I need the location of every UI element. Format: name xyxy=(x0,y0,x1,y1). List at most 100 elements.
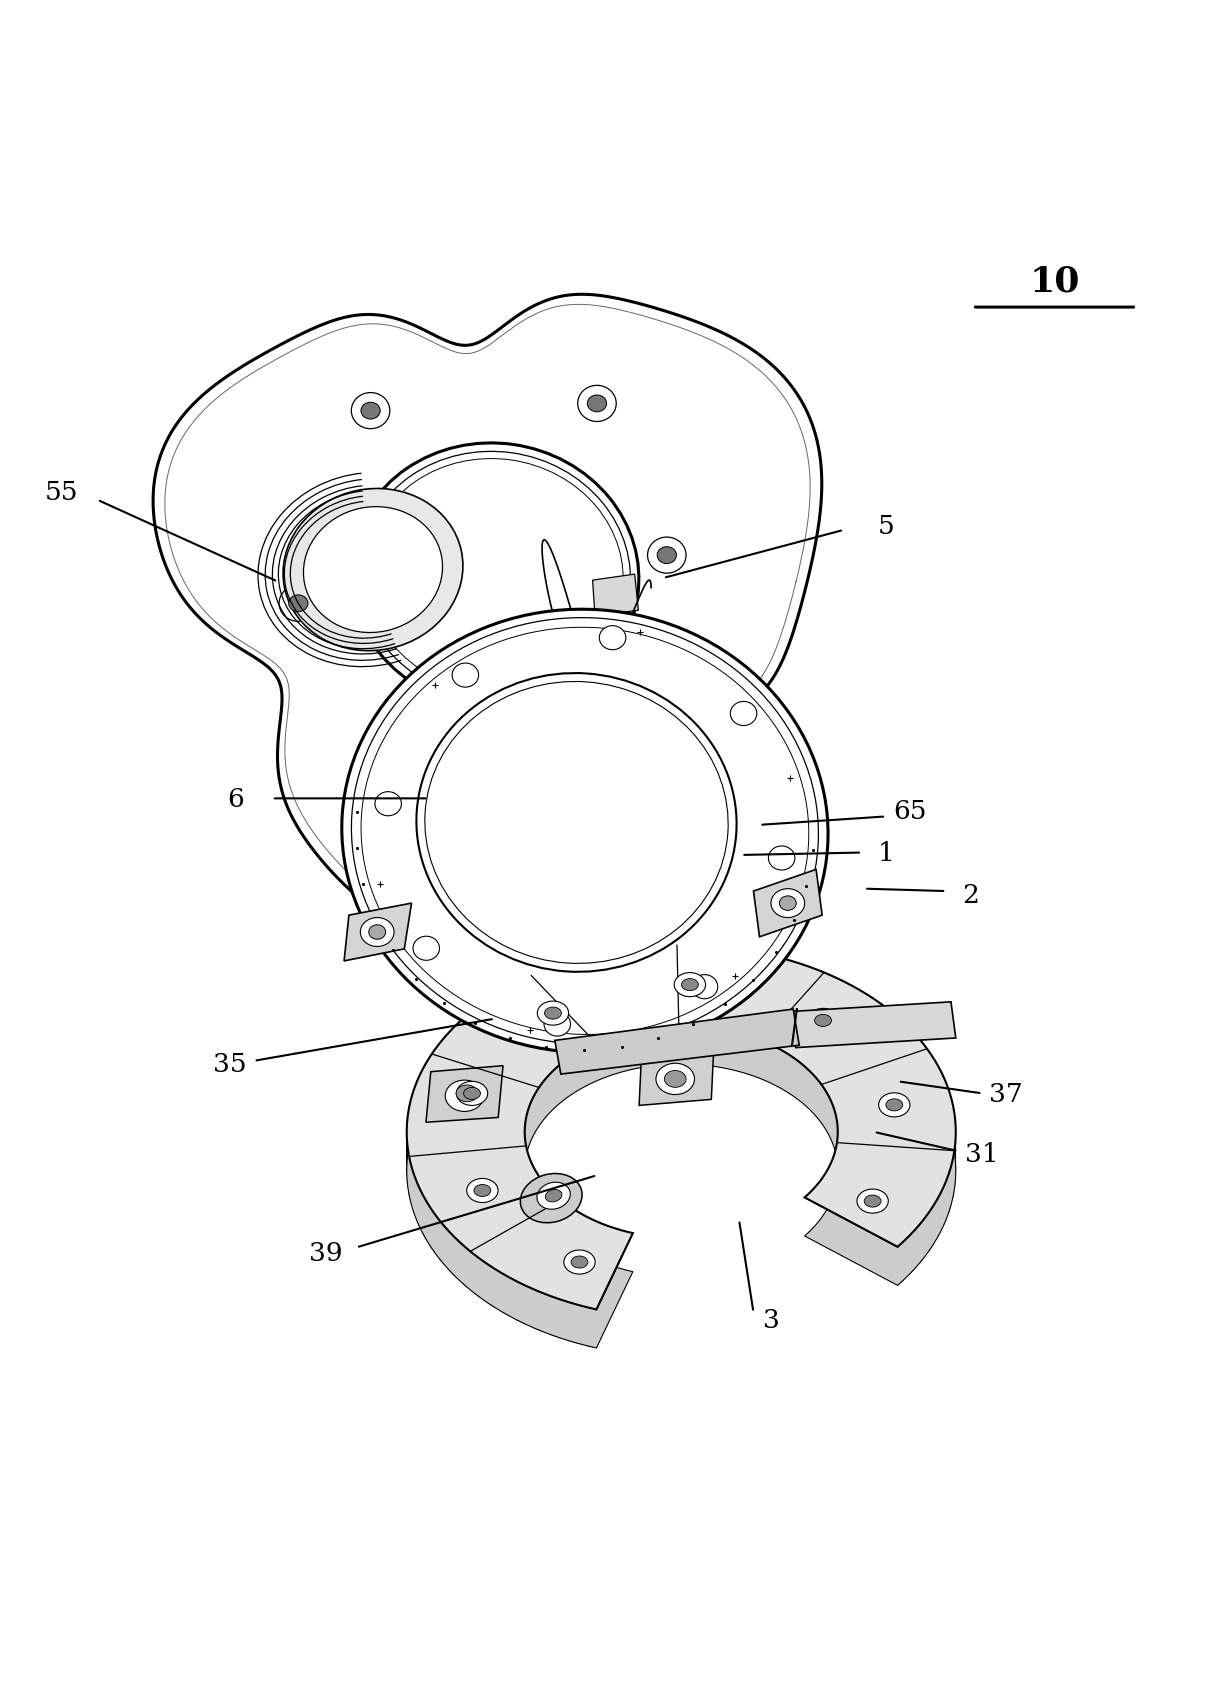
Polygon shape xyxy=(501,987,509,1029)
Polygon shape xyxy=(920,1218,924,1263)
Text: 35: 35 xyxy=(213,1051,246,1076)
Polygon shape xyxy=(605,950,615,991)
Polygon shape xyxy=(409,1102,410,1147)
Polygon shape xyxy=(449,1026,454,1071)
Ellipse shape xyxy=(457,1082,487,1105)
Ellipse shape xyxy=(681,979,698,991)
Polygon shape xyxy=(665,945,675,984)
Ellipse shape xyxy=(865,1196,881,1208)
Polygon shape xyxy=(587,955,597,996)
Polygon shape xyxy=(412,1169,414,1214)
Polygon shape xyxy=(937,1194,940,1238)
Polygon shape xyxy=(153,294,822,937)
Polygon shape xyxy=(639,1048,714,1105)
Polygon shape xyxy=(927,1048,931,1093)
Polygon shape xyxy=(430,1208,435,1253)
Polygon shape xyxy=(449,1233,454,1277)
Text: 3: 3 xyxy=(764,1307,780,1332)
Polygon shape xyxy=(910,1230,915,1275)
Polygon shape xyxy=(951,1100,954,1145)
Polygon shape xyxy=(917,1036,922,1082)
Polygon shape xyxy=(851,986,859,1029)
Polygon shape xyxy=(409,1156,410,1201)
Ellipse shape xyxy=(446,1080,484,1112)
Ellipse shape xyxy=(474,1184,491,1198)
Text: 1: 1 xyxy=(878,841,894,866)
Ellipse shape xyxy=(769,846,795,871)
Polygon shape xyxy=(430,1050,435,1095)
Ellipse shape xyxy=(546,1189,561,1203)
Polygon shape xyxy=(764,954,773,994)
Ellipse shape xyxy=(587,395,607,412)
Polygon shape xyxy=(516,979,525,1021)
Polygon shape xyxy=(440,1221,445,1265)
Ellipse shape xyxy=(456,1085,477,1102)
Polygon shape xyxy=(417,1075,420,1120)
Ellipse shape xyxy=(279,585,318,622)
Polygon shape xyxy=(929,1206,933,1251)
Ellipse shape xyxy=(361,404,380,420)
Polygon shape xyxy=(555,1009,799,1075)
Polygon shape xyxy=(685,945,694,984)
Text: 55: 55 xyxy=(44,479,78,505)
Text: 2: 2 xyxy=(962,883,979,908)
Ellipse shape xyxy=(544,1008,561,1019)
Polygon shape xyxy=(412,1088,414,1134)
Polygon shape xyxy=(949,1167,951,1213)
Polygon shape xyxy=(423,1063,426,1107)
Ellipse shape xyxy=(780,897,797,910)
Ellipse shape xyxy=(375,792,402,816)
Ellipse shape xyxy=(692,976,717,999)
Ellipse shape xyxy=(520,1174,582,1223)
Polygon shape xyxy=(533,1290,542,1332)
Ellipse shape xyxy=(657,1063,694,1095)
Polygon shape xyxy=(898,1241,904,1285)
Ellipse shape xyxy=(648,538,686,574)
Ellipse shape xyxy=(351,444,639,708)
Ellipse shape xyxy=(464,1088,480,1100)
Ellipse shape xyxy=(599,626,626,651)
Text: 5: 5 xyxy=(878,513,894,538)
Ellipse shape xyxy=(369,925,386,940)
Ellipse shape xyxy=(537,1001,569,1026)
Polygon shape xyxy=(417,1182,420,1228)
Ellipse shape xyxy=(808,1009,839,1033)
Polygon shape xyxy=(625,949,635,987)
Polygon shape xyxy=(744,950,754,991)
Ellipse shape xyxy=(452,664,479,688)
Polygon shape xyxy=(452,792,531,822)
Ellipse shape xyxy=(283,489,463,651)
Text: 6: 6 xyxy=(228,787,244,811)
Text: 65: 65 xyxy=(893,799,927,824)
Ellipse shape xyxy=(564,1250,596,1275)
Polygon shape xyxy=(818,971,827,1013)
Polygon shape xyxy=(587,1307,597,1349)
Ellipse shape xyxy=(571,1256,588,1268)
Polygon shape xyxy=(569,1302,577,1344)
Polygon shape xyxy=(533,972,542,1014)
Ellipse shape xyxy=(361,918,395,947)
Ellipse shape xyxy=(289,595,308,612)
Ellipse shape xyxy=(664,1071,686,1088)
Ellipse shape xyxy=(466,1179,498,1203)
Text: 37: 37 xyxy=(989,1082,1023,1107)
Polygon shape xyxy=(705,947,715,986)
Ellipse shape xyxy=(569,748,588,765)
Polygon shape xyxy=(407,984,956,1349)
Polygon shape xyxy=(440,1038,445,1083)
Polygon shape xyxy=(942,1073,945,1119)
Polygon shape xyxy=(906,1024,911,1070)
Ellipse shape xyxy=(771,890,805,918)
Ellipse shape xyxy=(417,674,737,972)
Polygon shape xyxy=(486,996,493,1039)
Ellipse shape xyxy=(537,1182,570,1209)
Ellipse shape xyxy=(421,764,441,780)
Text: 39: 39 xyxy=(309,1240,342,1265)
Polygon shape xyxy=(866,994,873,1038)
Polygon shape xyxy=(551,1297,559,1337)
Ellipse shape xyxy=(658,547,676,563)
Ellipse shape xyxy=(885,1098,903,1112)
Polygon shape xyxy=(460,1243,466,1287)
Polygon shape xyxy=(593,575,638,617)
Polygon shape xyxy=(564,636,610,678)
